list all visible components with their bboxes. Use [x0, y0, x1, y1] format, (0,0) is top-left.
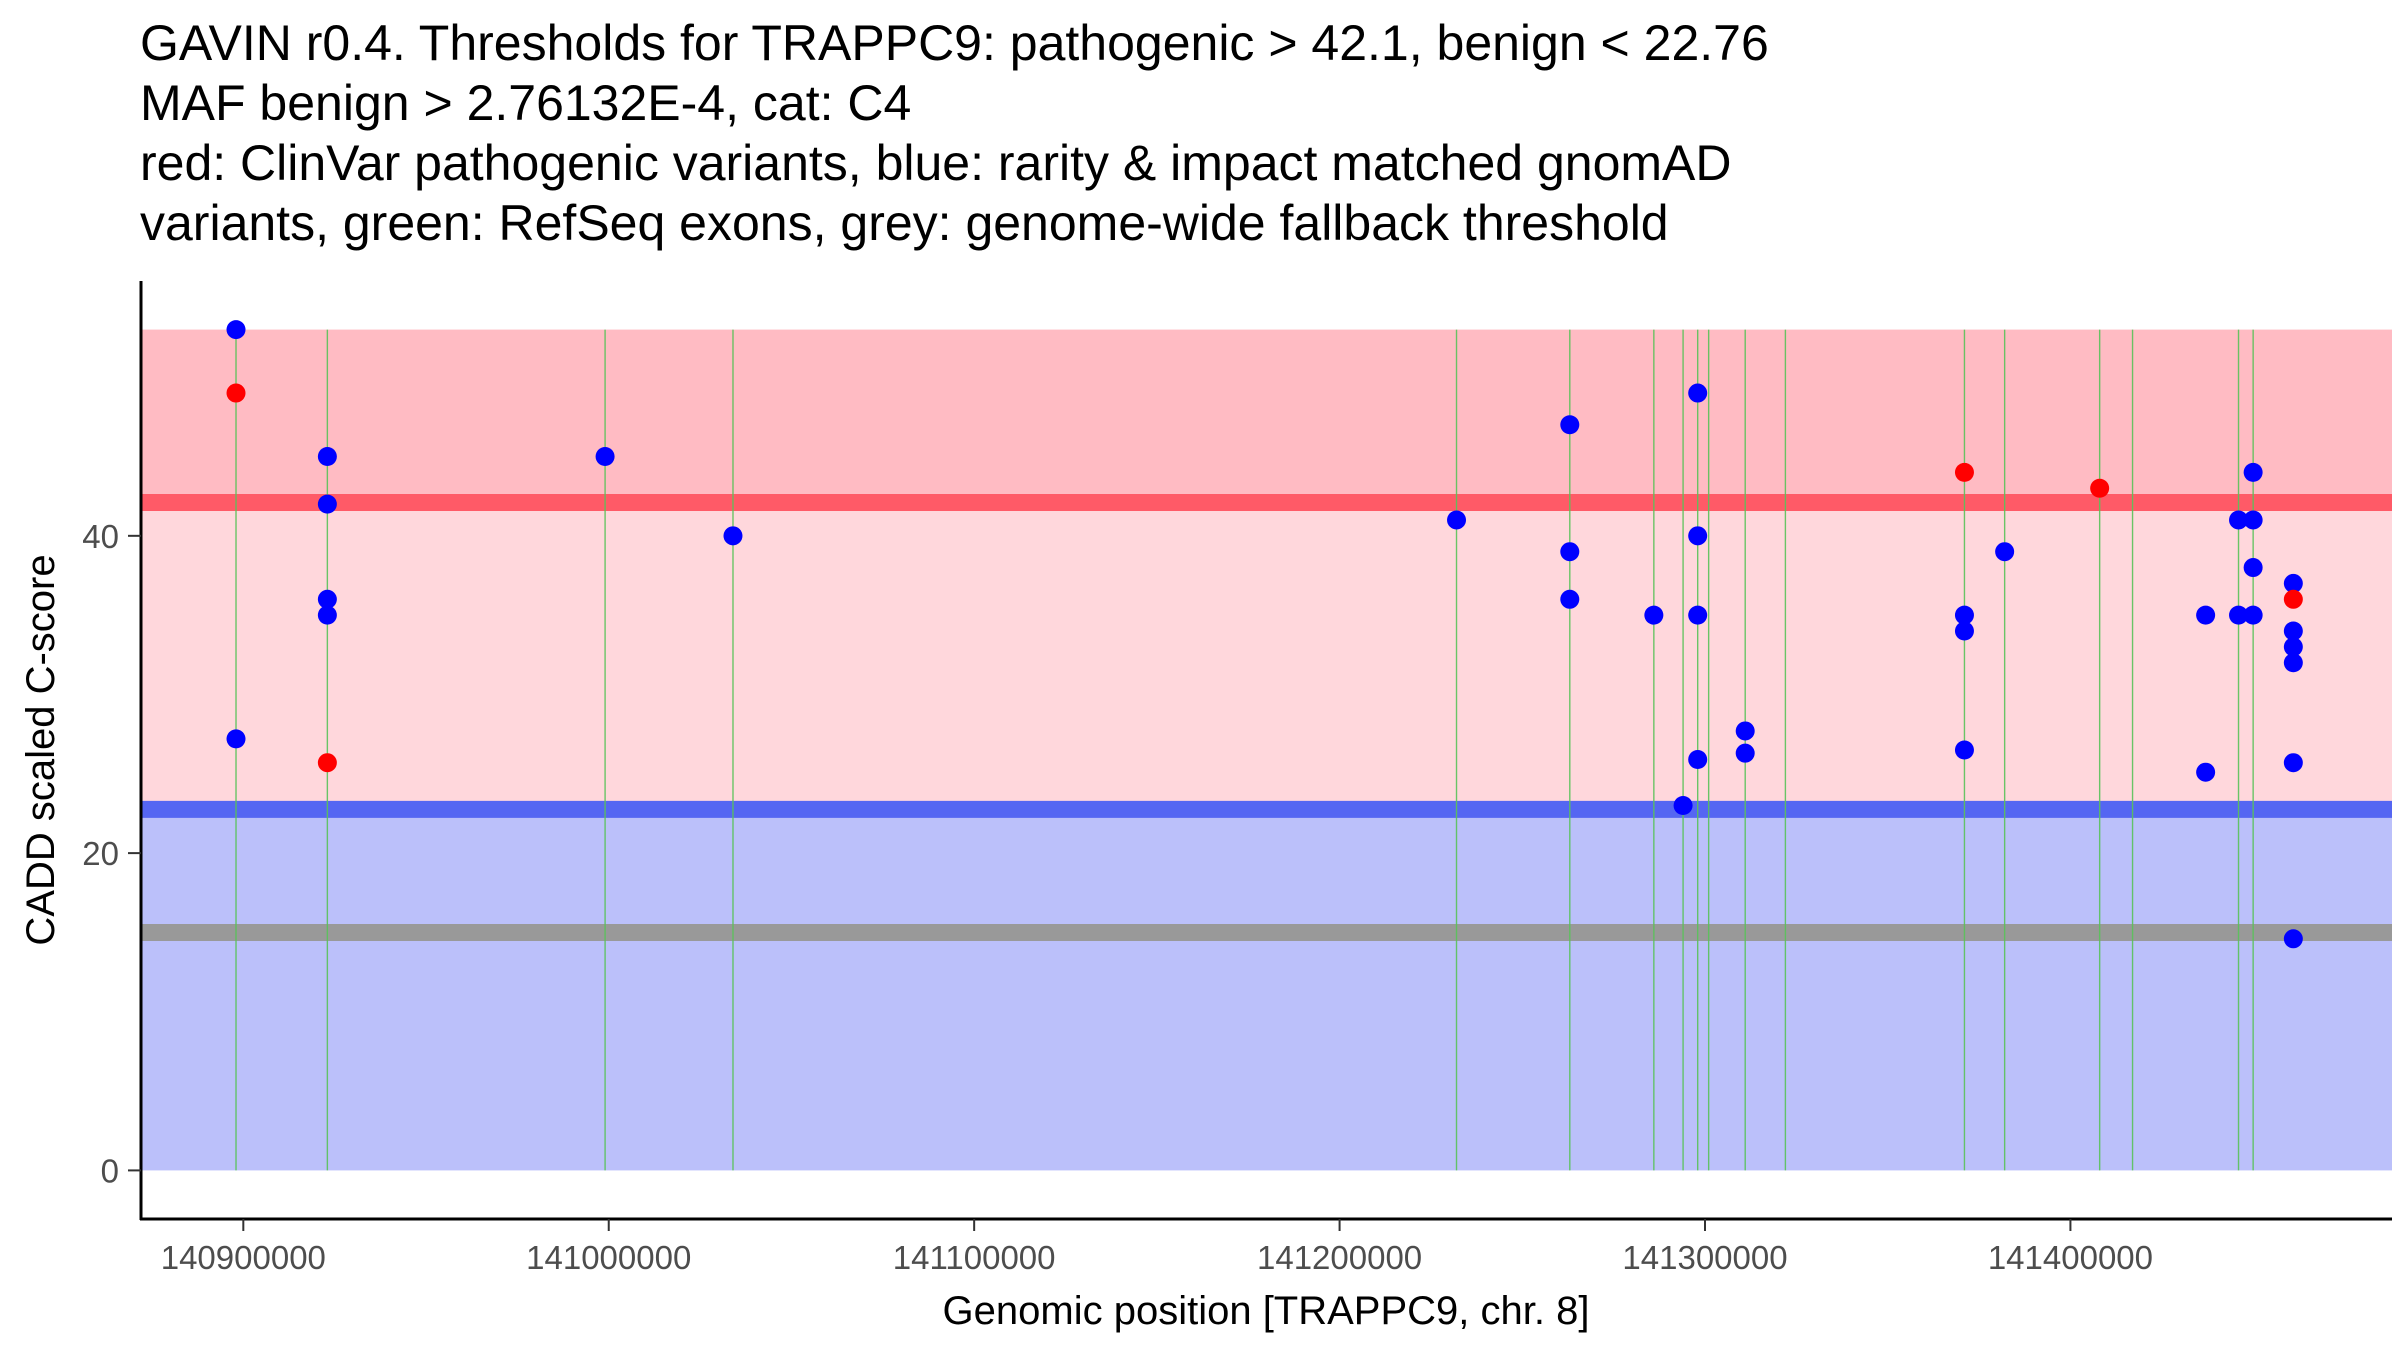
gnomad-variant-point	[1688, 383, 1708, 403]
y-tick-label: 40	[82, 518, 119, 555]
gnomad-variant-point	[2243, 462, 2263, 482]
x-axis-title: Genomic position [TRAPPC9, chr. 8]	[943, 1289, 1590, 1333]
gnomad-variant-point	[317, 447, 337, 467]
gnomad-variant-point	[226, 729, 246, 749]
clinvar-variant-point	[2283, 589, 2303, 609]
chart-title: GAVIN r0.4. Thresholds for TRAPPC9: path…	[140, 15, 1769, 251]
gnomad-variant-point	[2243, 605, 2263, 625]
gnomad-variant-point	[1560, 542, 1580, 562]
gnomad-variant-point	[317, 494, 337, 514]
gnomad-variant-point	[1735, 743, 1755, 763]
title-line-3: red: ClinVar pathogenic variants, blue: …	[140, 135, 1731, 191]
gnomad-variant-point	[2196, 762, 2216, 782]
x-tick-label: 141400000	[1988, 1239, 2153, 1276]
gnomad-variant-point	[317, 589, 337, 609]
clinvar-variant-point	[226, 383, 246, 403]
x-tick-label: 141100000	[893, 1239, 1056, 1276]
x-tick-label: 140900000	[161, 1239, 326, 1276]
title-line-2: MAF benign > 2.76132E-4, cat: C4	[140, 75, 911, 131]
threshold-lines	[142, 494, 2392, 941]
y-axis-title: CADD scaled C-score	[19, 554, 63, 945]
x-ticks: 140900000 141000000 141100000 141200000 1413…	[161, 1219, 2153, 1276]
benign-region	[142, 809, 2392, 1171]
gnomad-variant-point	[2229, 510, 2249, 530]
gnomad-variant-point	[2283, 637, 2303, 657]
axes	[139, 281, 2392, 1221]
x-tick-label: 141000000	[526, 1239, 691, 1276]
y-tick-label: 20	[82, 835, 119, 872]
data-points	[226, 320, 2303, 949]
clinvar-variant-point	[1954, 462, 1974, 482]
gnomad-variant-point	[1954, 740, 1974, 760]
gnomad-variant-point	[1735, 721, 1755, 741]
gnomad-variant-point	[2283, 653, 2303, 673]
y-ticks: 0 20 40	[82, 518, 141, 1189]
x-tick-label: 141300000	[1622, 1239, 1787, 1276]
clinvar-variant-point	[317, 753, 337, 773]
gnomad-variant-point	[595, 447, 615, 467]
gnomad-variant-point	[2243, 558, 2263, 578]
gnomad-variant-point	[1688, 526, 1708, 546]
gnomad-variant-point	[1644, 605, 1664, 625]
gnomad-variant-point	[1560, 589, 1580, 609]
gnomad-variant-point	[2229, 605, 2249, 625]
gnomad-variant-point	[1688, 750, 1708, 770]
gnomad-variant-point	[1447, 510, 1467, 530]
threshold-regions	[142, 329, 2392, 1171]
gnomad-variant-point	[723, 526, 743, 546]
gnomad-variant-point	[1688, 605, 1708, 625]
gnomad-variant-point	[1954, 605, 1974, 625]
gnomad-variant-point	[1995, 542, 2015, 562]
gnomad-variant-point	[2283, 929, 2303, 949]
clinvar-variant-point	[2090, 478, 2110, 498]
pathogenic-region	[142, 329, 2392, 503]
gnomad-variant-point	[2283, 621, 2303, 641]
title-line-1: GAVIN r0.4. Thresholds for TRAPPC9: path…	[140, 15, 1769, 71]
y-tick-label: 0	[101, 1152, 119, 1189]
title-line-4: variants, green: RefSeq exons, grey: gen…	[140, 195, 1669, 251]
gnomad-variant-point	[2196, 605, 2216, 625]
gnomad-variant-point	[1673, 796, 1693, 816]
gnomad-variant-point	[226, 320, 246, 340]
gnomad-variant-point	[1954, 621, 1974, 641]
x-tick-label: 141200000	[1257, 1239, 1422, 1276]
gnomad-variant-point	[2283, 753, 2303, 773]
gnomad-variant-point	[2283, 573, 2303, 593]
gnomad-variant-point	[317, 605, 337, 625]
gnomad-variant-point	[2243, 510, 2263, 530]
intermediate-region	[142, 502, 2392, 810]
gnomad-variant-point	[1560, 415, 1580, 435]
